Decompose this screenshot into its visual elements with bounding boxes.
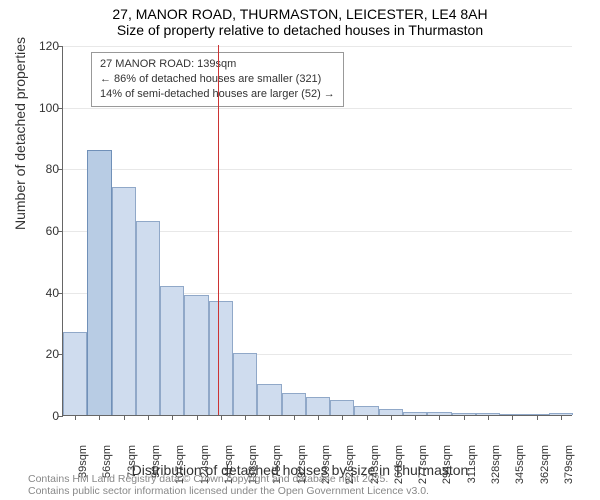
chart-title-main: 27, MANOR ROAD, THURMASTON, LEICESTER, L…	[0, 0, 600, 22]
gridline	[63, 46, 572, 47]
x-tick-mark	[245, 415, 246, 420]
x-tick-mark	[561, 415, 562, 420]
histogram-bar	[63, 332, 87, 415]
x-tick-mark	[488, 415, 489, 420]
histogram-bar	[306, 397, 330, 416]
histogram-bar	[160, 286, 184, 416]
plot-area: 27 MANOR ROAD: 139sqm ← 86% of detached …	[62, 46, 572, 416]
y-axis-label: Number of detached properties	[12, 37, 28, 230]
histogram-bar	[354, 406, 378, 415]
x-tick-mark	[99, 415, 100, 420]
footer-line2: Contains public sector information licen…	[28, 485, 429, 498]
x-tick-mark	[367, 415, 368, 420]
y-tick-label: 0	[31, 409, 59, 423]
x-tick-mark	[197, 415, 198, 420]
gridline	[63, 169, 572, 170]
histogram-bar	[87, 150, 111, 415]
x-tick-mark	[294, 415, 295, 420]
chart-title-sub: Size of property relative to detached ho…	[0, 22, 600, 40]
x-tick-mark	[221, 415, 222, 420]
chart-container: 27, MANOR ROAD, THURMASTON, LEICESTER, L…	[0, 0, 600, 500]
histogram-bar	[184, 295, 208, 415]
x-tick-mark	[415, 415, 416, 420]
x-tick-mark	[318, 415, 319, 420]
y-tick-label: 20	[31, 347, 59, 361]
x-tick-mark	[439, 415, 440, 420]
histogram-bar	[330, 400, 354, 415]
footer-line1: Contains HM Land Registry data © Crown c…	[28, 473, 429, 486]
histogram-bar	[257, 384, 281, 415]
x-tick-mark	[342, 415, 343, 420]
x-tick-mark	[512, 415, 513, 420]
y-tick-label: 60	[31, 224, 59, 238]
histogram-bar	[233, 353, 257, 415]
x-tick-mark	[269, 415, 270, 420]
x-tick-mark	[75, 415, 76, 420]
marker-line	[218, 45, 219, 415]
y-tick-label: 40	[31, 286, 59, 300]
histogram-bar	[136, 221, 160, 415]
gridline	[63, 108, 572, 109]
y-tick-label: 120	[31, 39, 59, 53]
y-tick-label: 80	[31, 162, 59, 176]
x-tick-mark	[464, 415, 465, 420]
footer-note: Contains HM Land Registry data © Crown c…	[28, 473, 429, 498]
histogram-bar	[209, 301, 233, 415]
x-tick-mark	[391, 415, 392, 420]
x-tick-mark	[537, 415, 538, 420]
x-tick-mark	[172, 415, 173, 420]
x-tick-mark	[124, 415, 125, 420]
y-tick-label: 100	[31, 101, 59, 115]
histogram-bar	[282, 393, 306, 415]
histogram-bar	[112, 187, 136, 415]
x-tick-mark	[148, 415, 149, 420]
